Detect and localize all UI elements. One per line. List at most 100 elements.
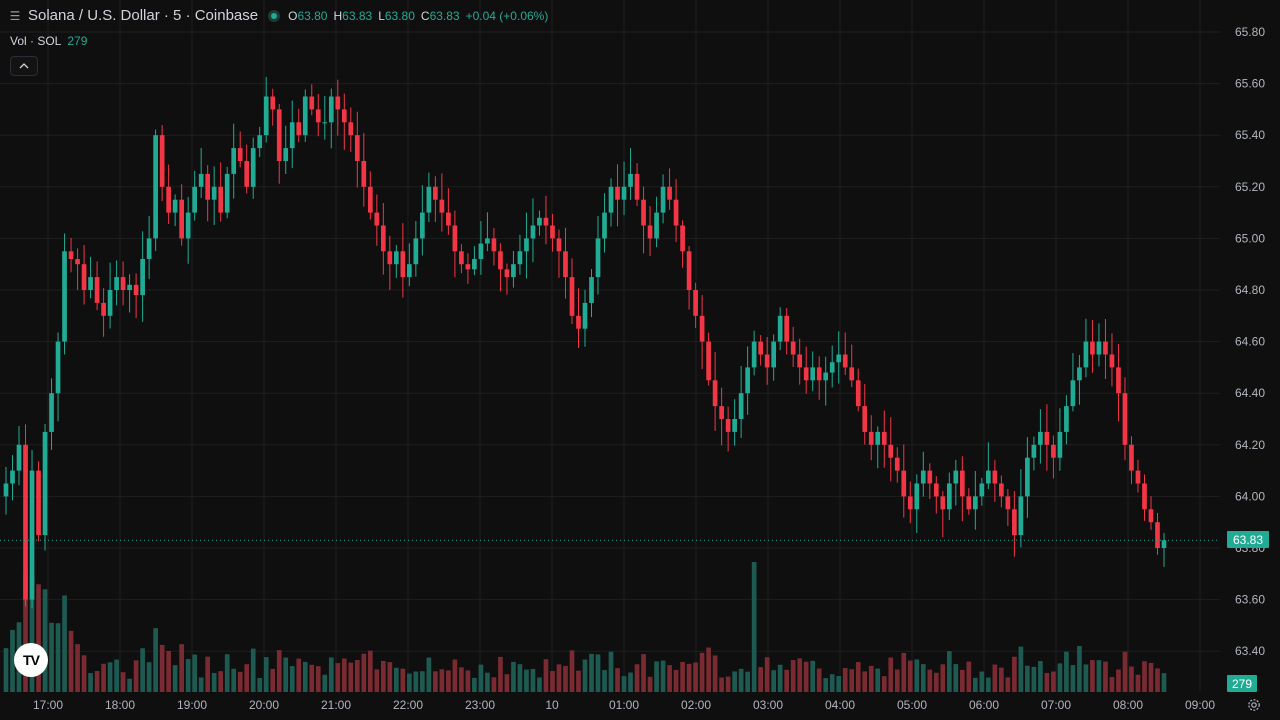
candle (49, 378, 54, 450)
volume-bar (263, 657, 269, 692)
volume-bar (803, 661, 809, 692)
candle (478, 221, 484, 275)
candle-body (146, 238, 152, 260)
volume-bar (387, 662, 393, 692)
market-status-icon (268, 9, 281, 22)
candle (374, 194, 380, 246)
last-volume-tag: 279 (1227, 675, 1257, 692)
candle-body (589, 277, 594, 303)
candle (140, 231, 145, 322)
candle-body (491, 238, 497, 252)
candle-body (250, 148, 256, 187)
time-tick-label: 19:00 (177, 698, 207, 712)
candle-body (706, 341, 711, 381)
collapse-legend-button[interactable] (10, 56, 38, 76)
volume-bar (699, 652, 705, 692)
volume-bar (172, 665, 178, 692)
candle-body (810, 367, 816, 381)
volume-bar (36, 584, 41, 692)
volume-bar (953, 664, 959, 692)
candle (764, 336, 770, 385)
volume-bar (179, 644, 184, 692)
candle (426, 172, 432, 223)
volume-bar (1038, 661, 1043, 692)
candle (608, 178, 614, 227)
candle-body (179, 199, 184, 239)
volume-bar (979, 671, 985, 692)
volume-legend[interactable]: Vol · SOL 279 (10, 34, 87, 48)
candle-body (1161, 540, 1167, 548)
volume-bar (348, 662, 354, 692)
candle (361, 132, 367, 207)
candle (296, 108, 302, 143)
candle-body (335, 96, 341, 110)
volume-bar (231, 668, 237, 692)
volume-bar (465, 670, 471, 692)
volume-bar (114, 659, 119, 692)
candle-body (1070, 380, 1076, 407)
candle-body (966, 496, 972, 510)
candle-body (621, 186, 627, 200)
candle-body (1142, 483, 1147, 510)
candle (641, 186, 646, 254)
volume-bar (543, 659, 549, 692)
candle (231, 123, 237, 199)
candle-body (374, 212, 380, 226)
volume-bar (888, 657, 894, 692)
candle-body (94, 277, 100, 303)
candle-body (413, 238, 419, 265)
time-tick-label: 23:00 (465, 698, 495, 712)
candle-body (881, 431, 887, 445)
symbol-title[interactable]: Solana / U.S. Dollar · 5 · Coinbase (28, 7, 259, 24)
volume-bar (1057, 663, 1063, 692)
candle-body (751, 341, 757, 368)
candle-body (153, 135, 158, 239)
candle (732, 399, 737, 446)
candle (725, 406, 731, 452)
menu-icon[interactable]: ☰ (9, 8, 21, 23)
volume-bar (10, 629, 15, 692)
candle (1083, 318, 1089, 378)
open-label: O (288, 8, 298, 23)
settings-button[interactable] (1244, 696, 1264, 714)
candle-body (842, 354, 848, 368)
volume-bar (589, 653, 594, 692)
volume-bar (270, 668, 276, 692)
candle (595, 215, 601, 295)
volume-bar (315, 666, 321, 692)
candle (263, 76, 269, 143)
candle (36, 461, 41, 542)
candle-body (270, 96, 276, 110)
volume-bar (946, 651, 952, 692)
tradingview-logo[interactable]: TV (14, 643, 48, 677)
candle (1109, 333, 1115, 387)
candle-body (1122, 393, 1128, 445)
volume-bar (504, 674, 510, 692)
time-tick-label: 09:00 (1185, 698, 1215, 712)
candle-body (439, 199, 445, 213)
candle (582, 289, 588, 347)
volume-bar (849, 669, 855, 692)
price-tick-label: 65.80 (1235, 25, 1265, 39)
time-tick-label: 18:00 (105, 698, 135, 712)
candle-body (777, 315, 783, 342)
candle (504, 263, 510, 295)
candle (250, 137, 256, 199)
candle-body (16, 444, 22, 471)
volume-bar (328, 657, 334, 692)
volume-bar (1096, 660, 1102, 692)
candle (10, 455, 15, 501)
candle (855, 368, 861, 412)
candle-body (1044, 431, 1050, 445)
candle (1142, 474, 1147, 521)
candle (211, 166, 217, 226)
candle-body (120, 277, 126, 290)
volume-bar (862, 671, 868, 692)
candle-body (953, 470, 959, 484)
volume-bar (322, 674, 328, 692)
volume-bar (654, 661, 659, 692)
candle (576, 288, 581, 349)
volume-bar (680, 661, 685, 692)
candle-body (829, 362, 835, 373)
